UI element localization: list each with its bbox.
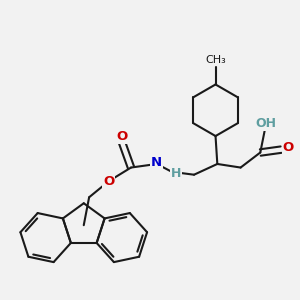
Text: H: H — [171, 167, 181, 181]
Text: O: O — [283, 141, 294, 154]
Text: O: O — [116, 130, 128, 142]
Text: N: N — [151, 156, 162, 169]
Text: OH: OH — [256, 117, 277, 130]
Text: O: O — [103, 175, 114, 188]
Text: CH₃: CH₃ — [205, 55, 226, 65]
